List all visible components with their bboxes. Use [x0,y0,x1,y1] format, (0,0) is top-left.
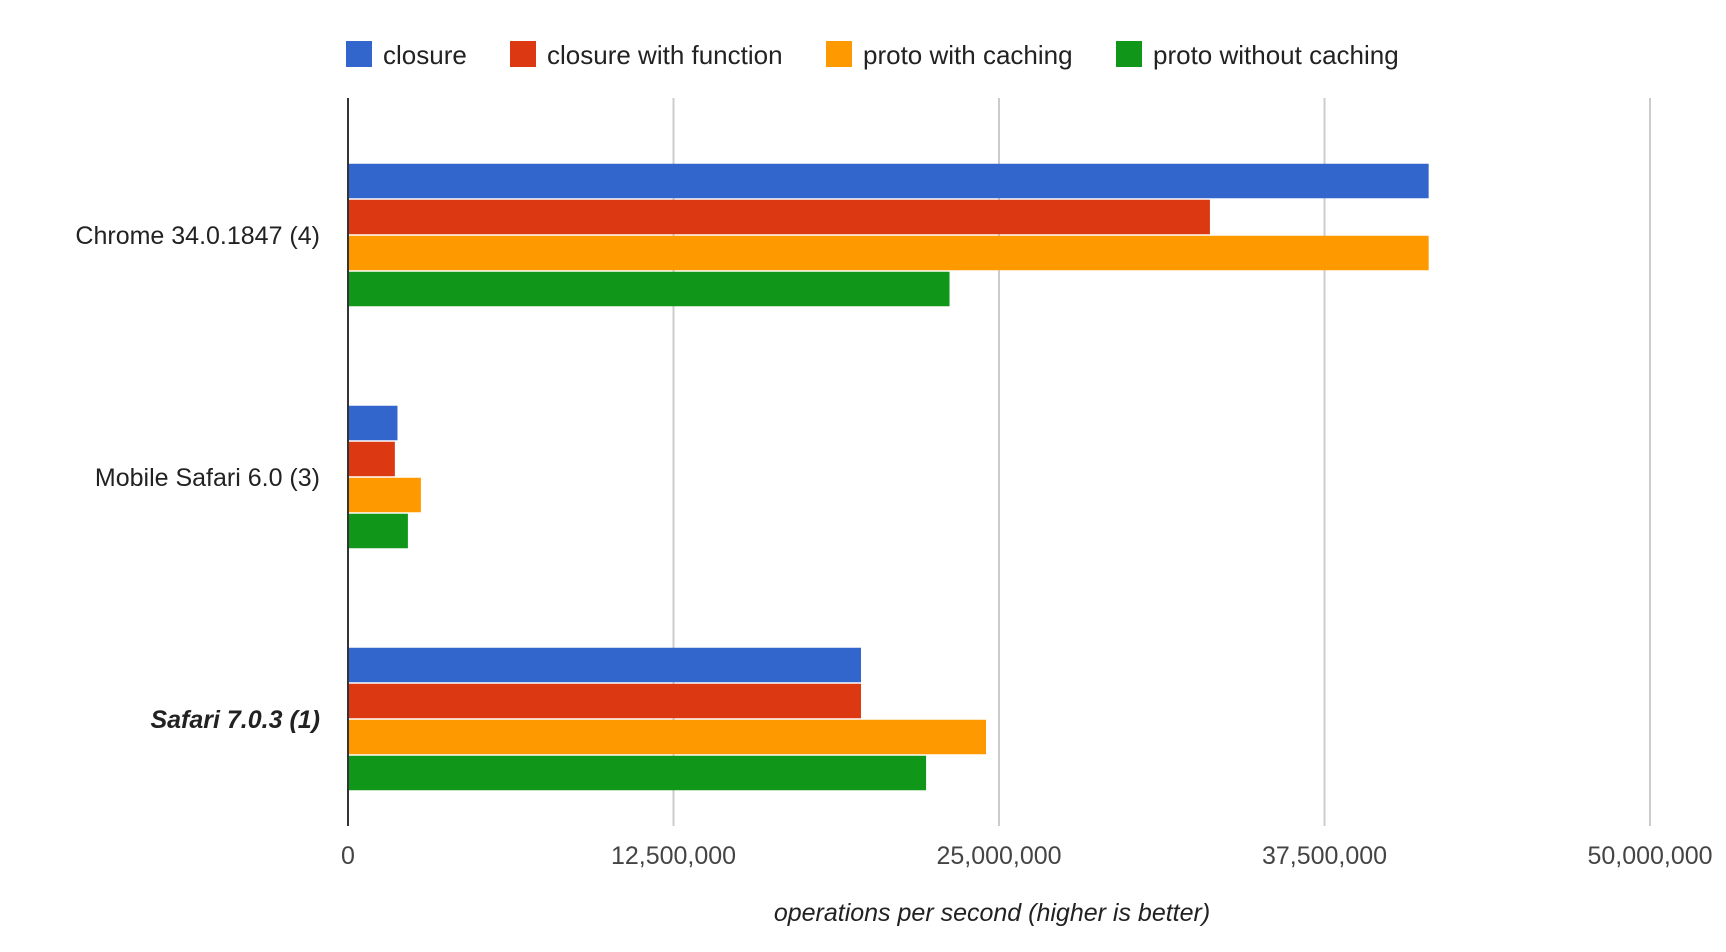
bar-closure-with-function-2 [348,683,861,719]
bar-closure-1 [348,405,398,441]
legend-label-closure-with-function: closure with function [547,40,783,70]
category-label-1: Mobile Safari 6.0 (3) [95,464,320,492]
bar-proto-without-caching-0 [348,271,950,307]
legend-swatch-closure-with-function [510,41,536,67]
legend: closure closure with function proto with c… [346,40,1399,70]
legend-label-closure: closure [383,40,467,70]
legend-swatch-closure [346,41,372,67]
x-tick-label-1: 12,500,000 [611,842,736,870]
bar-closure-0 [348,163,1429,199]
category-label-0: Chrome 34.0.1847 (4) [75,222,320,250]
bar-proto-without-caching-2 [348,755,927,791]
bar-proto-with-caching-2 [348,719,986,755]
legend-swatch-proto-with-caching [826,41,852,67]
x-tick-label-2: 25,000,000 [936,842,1061,870]
x-axis-title: operations per second (higher is better) [774,899,1210,927]
x-tick-labels: 0 12,500,000 25,000,000 37,500,000 50,000,00… [341,842,1713,870]
bar-proto-with-caching-1 [348,477,421,513]
bar-proto-with-caching-0 [348,235,1429,271]
legend-label-proto-without-caching: proto without caching [1153,40,1399,70]
category-label-2: Safari 7.0.3 (1) [150,706,320,734]
bar-closure-with-function-0 [348,199,1210,235]
bar-proto-without-caching-1 [348,513,408,549]
bar-closure-2 [348,647,861,683]
x-tick-label-0: 0 [341,842,355,870]
legend-label-proto-with-caching: proto with caching [863,40,1073,70]
bar-closure-with-function-1 [348,441,395,477]
bars [348,163,1429,791]
x-tick-label-4: 50,000,000 [1587,842,1712,870]
legend-swatch-proto-without-caching [1116,41,1142,67]
x-tick-label-3: 37,500,000 [1262,842,1387,870]
category-labels: Chrome 34.0.1847 (4) Mobile Safari 6.0 (3… [75,222,320,734]
